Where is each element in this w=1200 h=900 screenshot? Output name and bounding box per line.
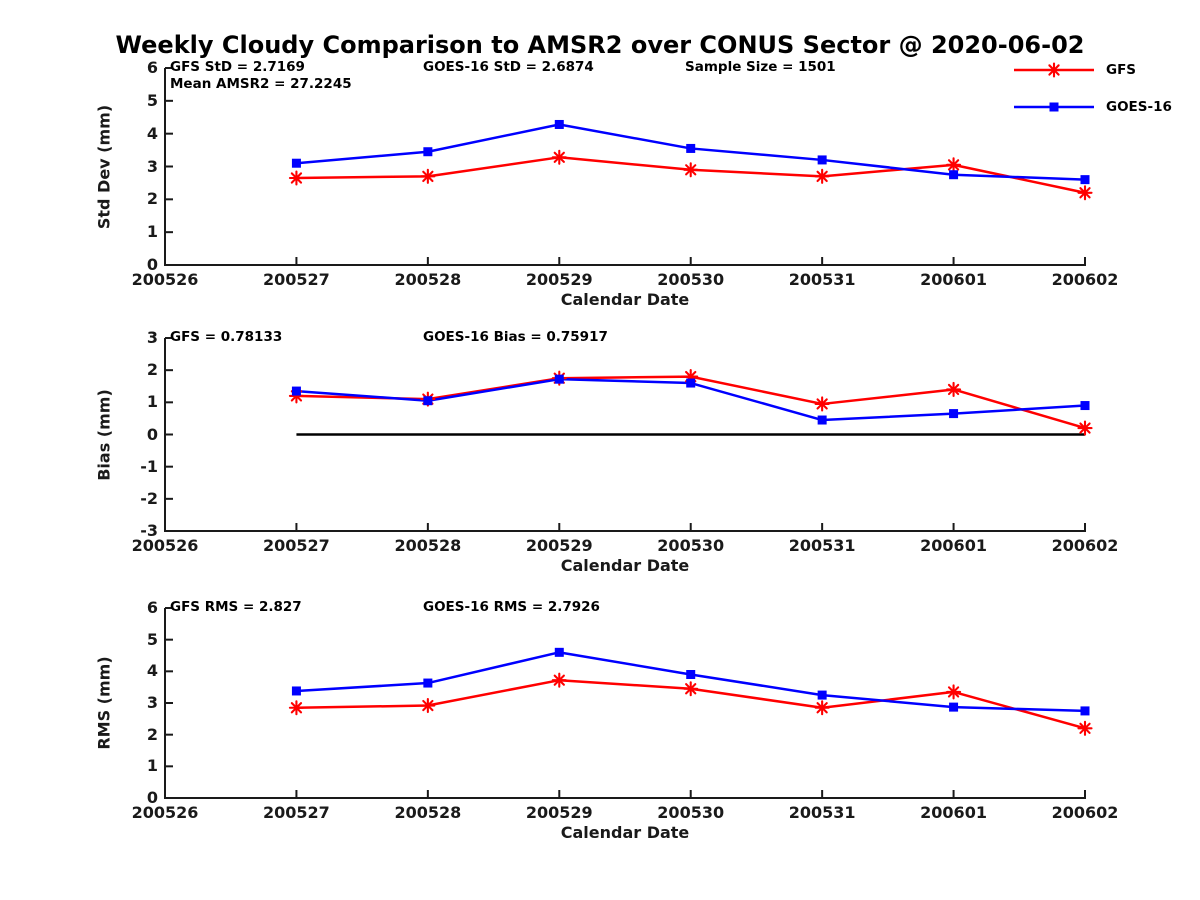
x-tick-label: 200527 [263,803,330,822]
x-tick-label: 200602 [1051,803,1119,822]
figure-title: Weekly Cloudy Comparison to AMSR2 over C… [115,31,1085,59]
annotation-gfs-std: GFS StD = 2.7169 [170,59,305,75]
annotation-goes16-rms: GOES-16 RMS = 2.7926 [423,599,600,615]
x-tick-label: 200526 [131,536,199,555]
y-tick-label: -2 [140,488,158,508]
y-tick-label: 6 [146,58,158,77]
x-tick-label: 200528 [394,803,462,822]
x-tick-label: 200531 [788,270,856,289]
x-tick-label: 200531 [788,536,856,555]
rms-x-axis-label: Calendar Date [560,823,690,842]
subplot-std-dev: Std Dev (mm) GFS StD = 2.7169 Mean AMSR2… [0,58,1200,309]
y-tick-label: 6 [146,598,158,617]
y-tick-label: 3 [146,693,158,712]
y-tick-label: 3 [146,328,158,347]
legend-item-goes16: GOES-16 [1012,97,1172,117]
x-tick-label: 200526 [131,803,199,822]
x-tick-label: 200601 [920,270,987,289]
y-tick-label: 1 [146,392,158,412]
x-tick-label: 200602 [1051,270,1119,289]
x-tick-label: 200601 [920,536,987,555]
x-tick-label: 200530 [657,270,725,289]
subplot-bias: Bias (mm) GFS = 0.78133 GOES-16 Bias = 0… [0,328,1200,575]
annotation-goes16-bias: GOES-16 Bias = 0.75917 [423,329,608,345]
y-tick-label: -3 [140,521,158,540]
annotation-gfs-rms: GFS RMS = 2.827 [170,599,302,615]
x-tick-label: 200527 [263,536,330,555]
annotation-sample-size: Sample Size = 1501 [685,59,836,75]
legend-item-gfs: GFS [1012,60,1136,80]
x-tick-label: 200527 [263,270,330,289]
x-tick-label: 200530 [657,536,725,555]
y-tick-label: 2 [146,360,158,380]
subplot-rms: RMS (mm) GFS RMS = 2.827 GOES-16 RMS = 2… [0,598,1200,842]
x-tick-label: 200529 [525,803,593,822]
annotation-gfs-bias: GFS = 0.78133 [170,329,283,345]
y-tick-label: 0 [146,424,158,444]
y-tick-label: 5 [146,90,158,110]
y-tick-label: 4 [146,661,158,681]
x-tick-label: 200529 [525,536,593,555]
y-tick-label: -1 [140,456,158,476]
legend-label-gfs: GFS [1106,62,1137,78]
std-dev-x-axis-label: Calendar Date [560,290,690,309]
y-tick-label: 2 [146,724,158,744]
x-tick-label: 200526 [131,270,199,289]
bias-plot-area [164,337,1093,532]
goes16-line-marker-icon [1014,102,1094,112]
y-tick-label: 0 [146,255,158,274]
x-tick-label: 200602 [1051,536,1119,555]
x-tick-label: 200601 [920,803,987,822]
y-tick-label: 1 [146,222,158,242]
gfs-line-marker-icon [1014,62,1094,78]
std-dev-plot-area [164,67,1093,266]
y-tick-label: 4 [146,123,158,143]
annotation-mean-amsr2: Mean AMSR2 = 27.2245 [170,76,352,92]
x-tick-label: 200530 [657,803,725,822]
bias-x-axis-label: Calendar Date [560,556,690,575]
y-tick-label: 0 [146,788,158,807]
legend-label-goes16: GOES-16 [1106,99,1172,115]
y-tick-label: 2 [146,189,158,209]
x-tick-label: 200528 [394,270,462,289]
x-tick-label: 200531 [788,803,856,822]
rms-plot-area [164,607,1093,799]
y-tick-label: 5 [146,629,158,649]
y-tick-label: 1 [146,756,158,776]
x-tick-label: 200528 [394,536,462,555]
y-tick-label: 3 [146,156,158,176]
x-tick-label: 200529 [525,270,593,289]
annotation-goes16-std: GOES-16 StD = 2.6874 [423,59,594,75]
